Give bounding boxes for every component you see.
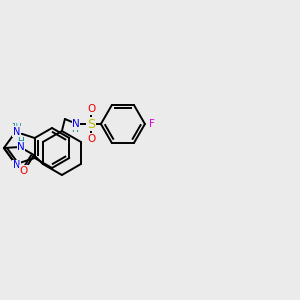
Text: F: F — [149, 119, 155, 129]
Text: N: N — [13, 127, 20, 137]
Text: O: O — [88, 104, 96, 114]
Text: O: O — [20, 166, 28, 176]
Text: H: H — [71, 125, 78, 134]
Text: N: N — [17, 142, 25, 152]
Text: O: O — [88, 134, 96, 144]
Text: 1H: 1H — [11, 123, 22, 132]
Text: H: H — [17, 137, 24, 146]
Text: N: N — [13, 160, 20, 170]
Text: N: N — [72, 119, 80, 129]
Text: S: S — [87, 118, 95, 130]
